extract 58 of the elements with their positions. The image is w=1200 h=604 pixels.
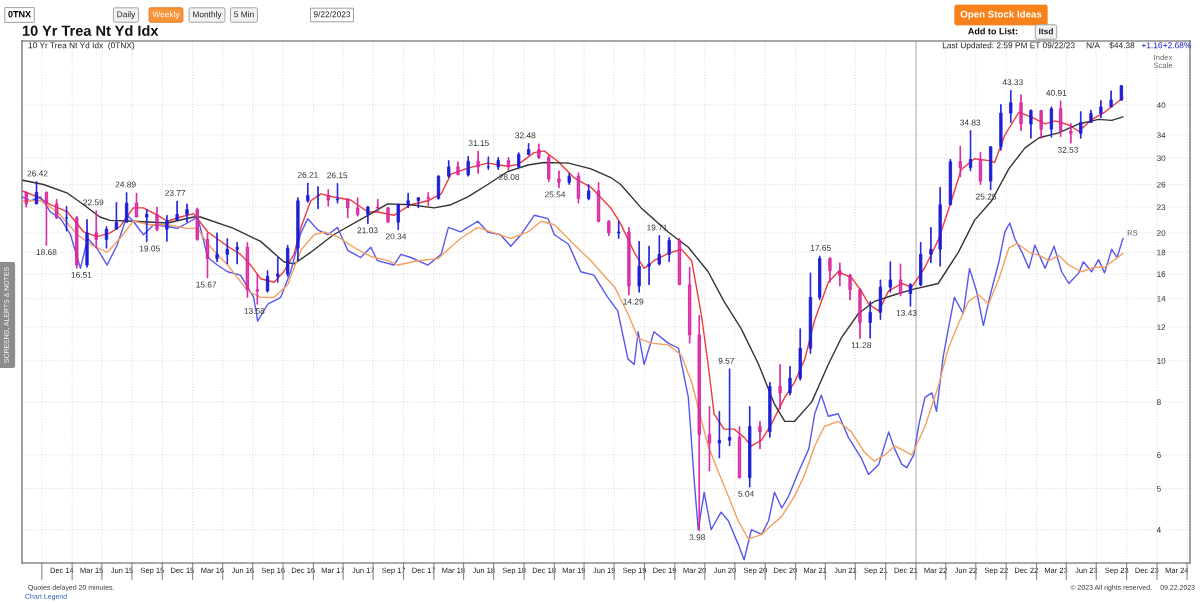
annotation: 21.03 [357,227,378,234]
y-tick-label: 14 [1157,296,1166,302]
y-tick-label: 18 [1157,249,1166,256]
annotation: N/A [1086,42,1100,49]
annotation: 16.51 [71,271,92,278]
y-tick-label: 10 [1157,358,1166,364]
text: Itsd [1039,28,1053,35]
y-tick-label: 40 [1156,102,1166,109]
y-tick-label: 12 [1157,324,1166,331]
annotation: 34.83 [960,119,981,126]
text: Weekly [152,11,180,19]
annotation: 40.91 [1046,89,1067,96]
annotation: 17.65 [810,244,831,251]
text: 9/22/2023 [313,11,351,18]
annotation: 14.29 [623,298,644,305]
y-tick-label: 8 [1157,399,1161,405]
y-tick-label: 16 [1157,271,1166,278]
annotation: 15.67 [196,281,217,288]
annotation: 43.33 [1002,79,1023,86]
annotation: +2.68% [1163,42,1191,49]
text: 0TNX [8,11,31,18]
y-tick-label: 5 [1156,485,1161,492]
y-tick-label: 23 [1157,204,1166,211]
annotation: 3.98 [689,534,705,541]
annotation: 19.05 [139,245,160,252]
annotation: 22.59 [83,199,104,206]
annotation: 11.28 [851,342,872,349]
y-tick-label: 20 [1157,230,1166,236]
annotation: 26.15 [327,172,348,179]
chart-subtitle: 10 Yr Trea Nt Yd Idx (0TNX) [28,42,135,50]
text: Open Stock Ideas [960,10,1042,20]
text: Daily [117,11,136,19]
y-tick-label: 34 [1156,132,1166,138]
annotation: $44.38 [1109,41,1135,49]
annotation: 28.08 [499,173,520,180]
text: 5 Min [234,11,254,18]
annotation: 13.43 [896,310,917,316]
annotation: 18.68 [36,249,57,256]
annotation: 32.48 [515,132,536,139]
annotation: Last Updated: 2:59 PM ET 09/22/23 [942,42,1075,50]
annotation: 25.54 [545,191,566,198]
annotation: 26.42 [27,170,48,177]
text: Add to List: [968,27,1018,35]
y-tick-label: 30 [1156,155,1166,162]
annotation: 24.89 [115,181,136,188]
annotation: 20.34 [385,233,407,240]
annotation: 23.77 [165,190,186,196]
annotation: 32.53 [1057,146,1078,153]
y-tick-label: 26 [1157,181,1166,188]
chart-title: 10 Yr Trea Nt Yd Idx [22,25,159,36]
annotation: 31.15 [468,140,489,147]
y-tick-label: 4 [1156,527,1161,533]
annotation: +1.16 [1141,42,1163,49]
annotation: 5.04 [738,490,754,497]
y-tick-label: 6 [1157,452,1161,458]
text: Monthly [193,11,222,19]
annotation: 26.21 [297,171,318,178]
annotation: 9.57 [718,357,734,364]
